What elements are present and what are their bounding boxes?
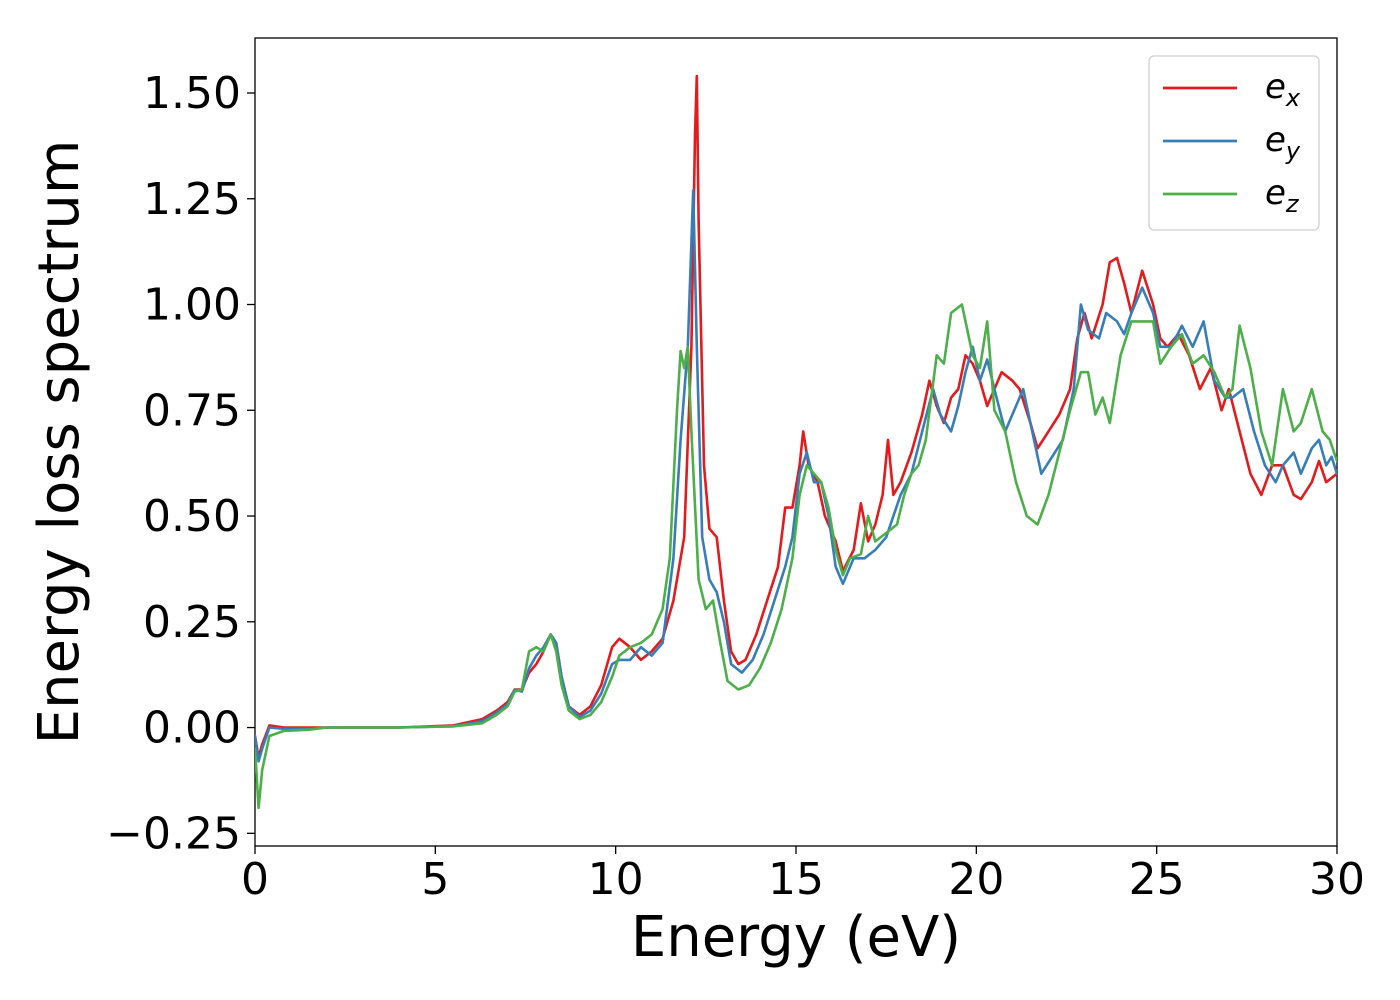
y-tick-label: −0.25 (106, 808, 241, 859)
legend-label-z: ez (1265, 173, 1300, 218)
y-axis: −0.25 0.00 0.25 0.50 0.75 1.00 1.25 1.50 (106, 68, 255, 859)
legend-label-y: ey (1265, 120, 1301, 165)
y-tick-label: 1.00 (143, 280, 241, 331)
x-tick-label: 10 (588, 854, 644, 905)
series-line-z (255, 303, 1337, 810)
y-tick-label: 1.25 (143, 174, 241, 225)
series-lines (255, 74, 1337, 810)
y-axis-title: Energy loss spectrum (27, 140, 92, 745)
legend: ex ey ez (1148, 55, 1320, 231)
x-axis: 0 5 10 15 20 25 30 (241, 846, 1365, 905)
x-axis-title: Energy (eV) (631, 905, 961, 970)
legend-box (1148, 55, 1320, 231)
x-tick-label: 15 (768, 854, 824, 905)
x-tick-label: 5 (421, 854, 449, 905)
x-tick-label: 25 (1129, 854, 1185, 905)
y-tick-label: 0.50 (143, 491, 241, 542)
x-tick-label: 0 (241, 854, 269, 905)
x-tick-label: 30 (1309, 854, 1365, 905)
x-tick-label: 20 (948, 854, 1004, 905)
y-tick-label: 0.75 (143, 385, 241, 436)
y-tick-label: 0.00 (143, 703, 241, 754)
series-line-y (255, 189, 1337, 763)
legend-label-x: ex (1265, 67, 1301, 112)
y-tick-label: 1.50 (143, 68, 241, 119)
y-tick-label: 0.25 (143, 597, 241, 648)
